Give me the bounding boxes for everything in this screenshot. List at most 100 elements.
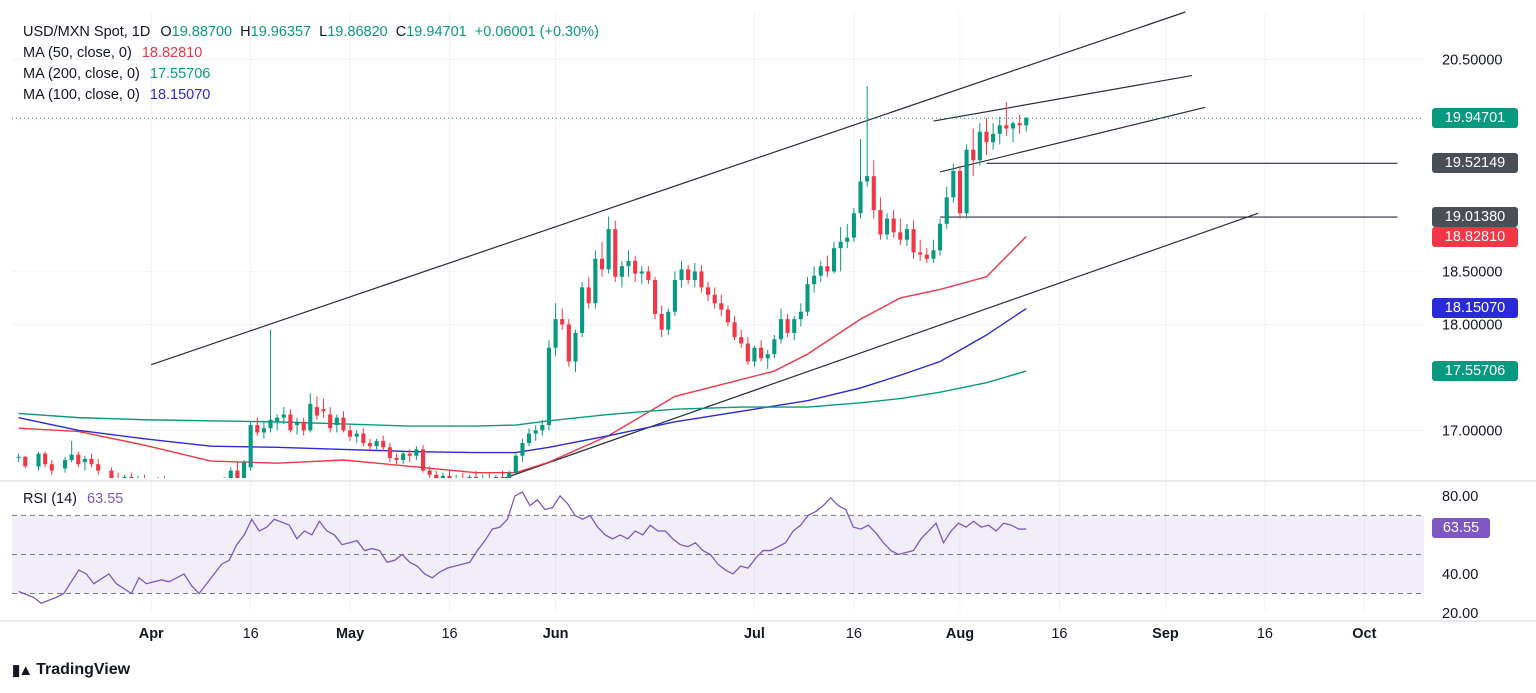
candle	[122, 474, 127, 478]
symbol-title: USD/MXN Spot, 1D	[23, 24, 151, 40]
candle	[401, 451, 406, 465]
candle	[1024, 116, 1029, 132]
candle	[255, 417, 260, 436]
candle	[361, 428, 366, 447]
main-pane	[12, 11, 1424, 492]
candle-body	[898, 232, 903, 240]
close-value: 19.94701	[406, 24, 467, 40]
candle-body	[228, 470, 233, 478]
candle-body	[69, 454, 74, 460]
candle	[586, 276, 591, 309]
candle-body	[586, 287, 591, 304]
candle-body	[520, 443, 525, 456]
candle	[1004, 102, 1009, 136]
candle	[176, 478, 180, 490]
candle-body	[659, 313, 664, 330]
candle-body	[454, 478, 458, 480]
candle	[89, 453, 94, 468]
candle-body	[62, 459, 68, 469]
candle	[805, 276, 810, 316]
candle-body	[560, 319, 565, 325]
candle-body	[666, 311, 671, 330]
candle-body	[281, 414, 286, 418]
tradingview-logo[interactable]: ▮▲ TradingView	[12, 661, 130, 679]
rsi-line	[18, 491, 1027, 604]
candle	[573, 329, 578, 373]
candle-body	[328, 414, 333, 429]
candle	[679, 260, 684, 288]
candle-body	[176, 481, 180, 487]
candle	[765, 349, 770, 369]
candle	[606, 216, 611, 274]
candle	[851, 207, 856, 242]
candle	[493, 474, 498, 478]
candle	[997, 116, 1002, 145]
rsi-label: RSI (14)	[23, 491, 77, 507]
candle-body	[798, 311, 803, 320]
candle	[778, 308, 784, 344]
candle-body	[308, 403, 313, 431]
ma100-legend[interactable]: MA (100, close, 0) 18.15070	[23, 85, 210, 105]
candle-body	[679, 269, 684, 280]
candle-body	[493, 476, 498, 478]
candle-body	[367, 443, 373, 447]
candle	[540, 419, 545, 436]
candle-body	[354, 433, 359, 437]
candle-body	[96, 464, 101, 471]
candle-body	[481, 478, 485, 480]
x-tick-label: Jul	[744, 626, 765, 642]
ma100-label: MA (100, close, 0)	[23, 87, 140, 103]
x-tick-label: Sep	[1152, 626, 1179, 642]
candle-body	[831, 248, 837, 272]
candle	[719, 294, 724, 316]
candle	[845, 223, 850, 249]
candle	[16, 453, 21, 463]
candle	[686, 265, 691, 285]
candle-body	[652, 279, 658, 314]
candle	[818, 260, 823, 283]
candle	[646, 266, 651, 285]
rsi-tick-label: 80.00	[1442, 489, 1478, 505]
candle-body	[36, 453, 41, 467]
candle-body	[911, 229, 916, 253]
candle-body	[573, 332, 578, 362]
candle	[672, 271, 677, 316]
candle-body	[440, 475, 445, 478]
candle-body	[109, 470, 114, 478]
trendline-2	[503, 212, 1259, 478]
candle	[957, 165, 963, 219]
candle-body	[341, 417, 346, 431]
ma50-legend[interactable]: MA (50, close, 0) 18.82810	[23, 43, 202, 63]
candle-body	[374, 440, 379, 447]
candle	[918, 239, 923, 261]
price-tag-last: 19.94701	[1432, 108, 1518, 129]
candle-body	[606, 229, 611, 270]
candle	[420, 445, 426, 473]
candle-body	[321, 409, 326, 412]
candle	[144, 474, 146, 478]
candle-body	[348, 430, 353, 437]
candle	[831, 241, 837, 274]
candle-body	[1024, 117, 1029, 126]
candle	[752, 345, 757, 367]
candle	[182, 481, 186, 492]
candle	[500, 470, 505, 478]
candle-body	[613, 229, 618, 277]
rsi-tick-label: 20.00	[1442, 606, 1478, 622]
candle-body	[301, 421, 306, 431]
candle-body	[414, 449, 419, 456]
ma200-legend[interactable]: MA (200, close, 0) 17.55706	[23, 64, 210, 84]
rsi-legend[interactable]: RSI (14) 63.55	[23, 489, 123, 509]
candle-body	[931, 250, 936, 259]
candle-body	[626, 260, 631, 267]
candle-body	[858, 181, 863, 214]
ma-line-1	[18, 236, 1027, 474]
branding-text: TradingView	[36, 661, 131, 678]
x-tick-label: 16	[1257, 626, 1273, 642]
candle-body	[732, 322, 737, 338]
candle	[639, 266, 644, 285]
candle-body	[765, 354, 770, 359]
candle-body	[461, 478, 465, 482]
candle	[659, 305, 664, 338]
